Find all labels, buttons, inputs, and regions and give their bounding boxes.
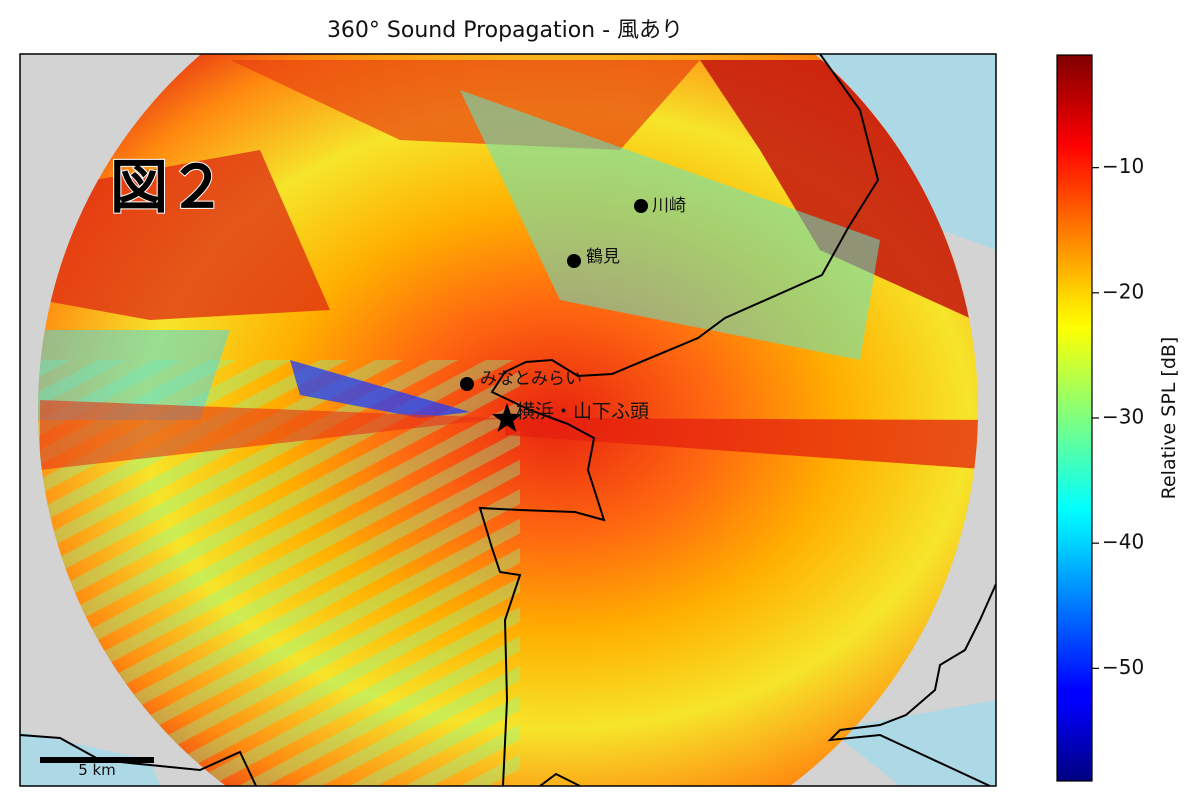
colorbar-label: Relative SPL [dB] — [1158, 337, 1180, 500]
coastline-south-east — [827, 583, 996, 786]
water-region-south-east — [830, 700, 996, 786]
scale-bar-label: 5 km — [78, 761, 116, 779]
place-marker-minatomirai: みなとみらい — [460, 369, 582, 391]
place-marker-kawasaki: 川崎 — [634, 196, 686, 216]
spl-wake-beam — [505, 418, 978, 470]
place-dot — [567, 254, 581, 268]
colorbar-tick-label: −50 — [1102, 655, 1144, 679]
place-label: 川崎 — [652, 196, 686, 216]
spl-high-lobe-north — [230, 60, 700, 150]
map-frame — [19, 53, 997, 787]
spl-low-band-north-east — [460, 90, 880, 360]
coastline-south-west — [20, 734, 257, 786]
place-marker-tsurumi: 鶴見 — [567, 247, 620, 268]
colorbar-tick-label: −20 — [1102, 279, 1144, 303]
colorbar-tick-label: −30 — [1102, 405, 1144, 429]
colorbar-ticks: −10 −20 −30 −40 −50 — [1092, 154, 1144, 679]
spl-wake-beam-west — [40, 400, 505, 470]
place-dot — [634, 199, 648, 213]
place-label: 鶴見 — [586, 247, 620, 267]
coastline-east — [478, 54, 880, 786]
source-label: 横浜・山下ふ頭 — [516, 401, 649, 423]
colorbar-gradient — [1056, 54, 1093, 782]
colorbar-tick-label: −10 — [1102, 154, 1144, 178]
colorbar-tick-label: −40 — [1102, 530, 1144, 554]
coastline-bottom — [539, 772, 581, 786]
place-label: みなとみらい — [480, 369, 582, 389]
source-marker: 横浜・山下ふ頭 — [491, 401, 649, 432]
figure-label: 図２ — [110, 153, 226, 221]
spl-low-band-west — [38, 330, 230, 420]
spl-shadow-streak — [290, 360, 470, 418]
scale-bar: 5 km — [40, 757, 154, 779]
colorbar: −10 −20 −30 −40 −50 Relative SPL [dB] — [1056, 54, 1180, 782]
place-dot — [460, 377, 474, 391]
map-axes: 川崎 鶴見 みなとみらい 横浜・山下ふ頭 図２ 5 km — [20, 54, 996, 786]
source-star-icon — [491, 403, 523, 432]
chart-title: 360° Sound Propagation - 風あり — [327, 18, 683, 43]
spl-high-lobe-north-west — [40, 150, 330, 320]
